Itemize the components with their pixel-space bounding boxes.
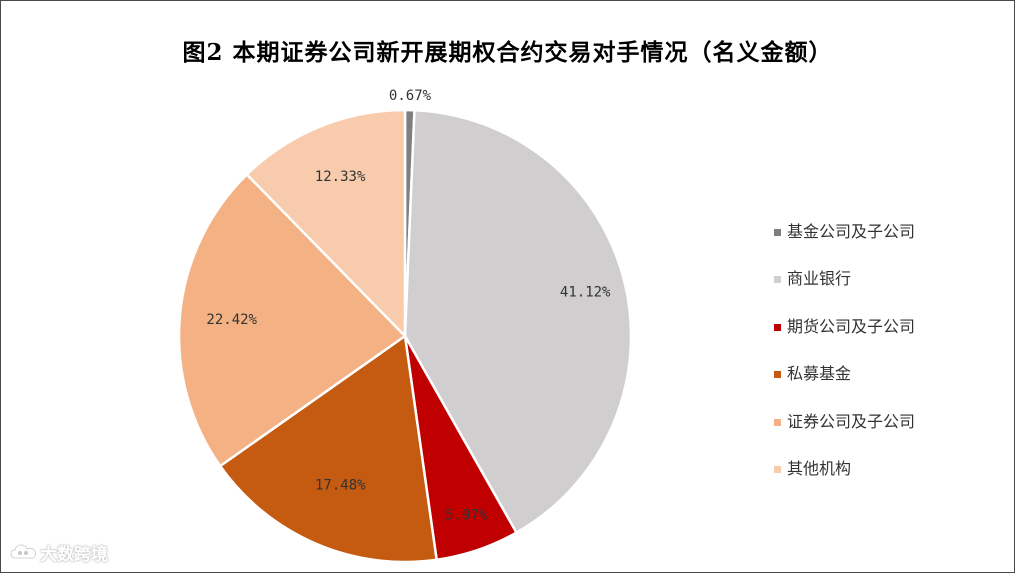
watermark: 大数跨境 xyxy=(10,540,108,565)
pie-slice xyxy=(218,334,438,564)
legend-label: 私募基金 xyxy=(787,364,852,384)
pie-data-label: 0.67% xyxy=(389,88,432,104)
chart-title: 图2 本期证券公司新开展期权合约交易对手情况（名义金额） xyxy=(182,39,833,66)
pie-data-label: 12.33% xyxy=(315,169,366,185)
legend-label: 基金公司及子公司 xyxy=(787,222,916,241)
legend-item: 私募基金 xyxy=(774,362,915,409)
pie-slice xyxy=(177,173,407,468)
pie-data-labels: 0.67% 41.12% 5.97% 17.48% 22.42% 12.33% xyxy=(206,88,611,524)
pie-data-label: 5.97% xyxy=(445,508,488,524)
watermark-text: 大数跨境 xyxy=(40,545,108,565)
legend-label: 证券公司及子公司 xyxy=(787,411,916,431)
legend-swatch xyxy=(774,276,781,284)
legend-swatch xyxy=(774,323,781,331)
legend-item: 商业银行 xyxy=(774,267,915,314)
legend-swatch xyxy=(774,371,781,379)
legend-label: 商业银行 xyxy=(787,269,852,289)
legend-label: 其他机构 xyxy=(787,458,852,478)
legend-item: 基金公司及子公司 xyxy=(774,220,915,267)
legend-item: 证券公司及子公司 xyxy=(774,410,915,457)
pie-slice xyxy=(403,108,633,534)
cloud-logo-icon xyxy=(10,543,37,559)
legend-label: 期货公司及子公司 xyxy=(787,316,916,336)
legend-swatch xyxy=(774,465,781,473)
legend-swatch xyxy=(774,418,781,426)
pie-data-label: 41.12% xyxy=(560,285,611,301)
legend-item: 期货公司及子公司 xyxy=(774,315,915,362)
legend-item: 其他机构 xyxy=(774,457,915,504)
pie-data-label: 17.48% xyxy=(315,477,366,493)
pie-slices xyxy=(177,108,633,564)
pie-slice xyxy=(245,108,407,338)
legend-swatch xyxy=(774,229,781,236)
pie-data-label: 22.42% xyxy=(206,312,257,328)
chart-legend: 基金公司及子公司 商业银行期货公司及子公司 私募基金证券公司及子公司 其他机构 xyxy=(774,220,915,504)
